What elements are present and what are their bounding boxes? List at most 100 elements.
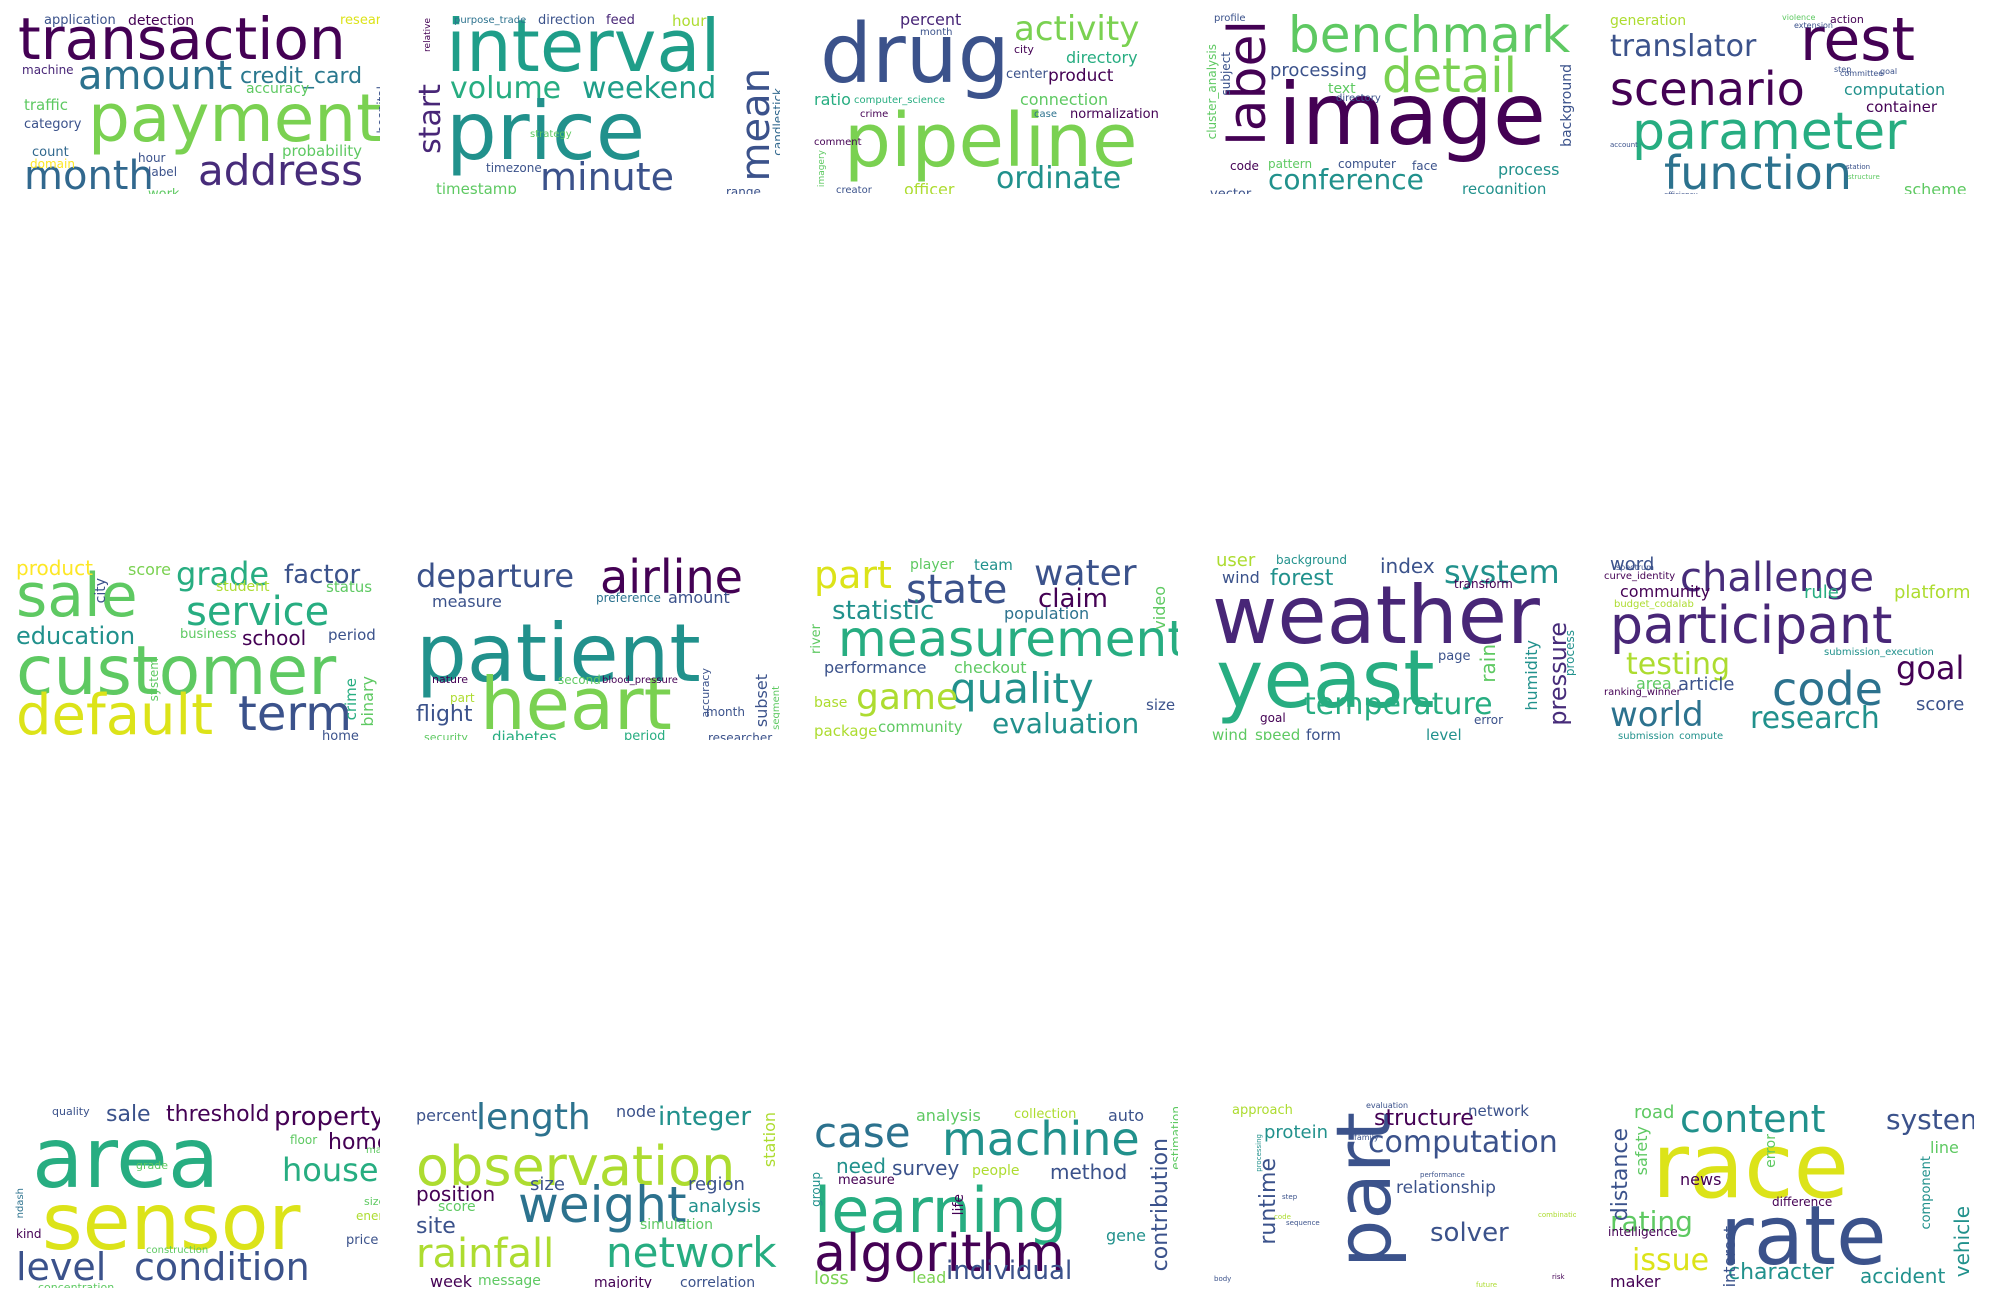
- cloud-word: length: [476, 1098, 591, 1138]
- cloud-word: goal: [1880, 67, 1898, 76]
- cloud-word: city: [93, 578, 109, 604]
- cloud-word: measure: [838, 1173, 895, 1188]
- cloud-word: departure: [416, 557, 575, 595]
- cloud-word: yeast: [1216, 633, 1435, 726]
- cloud-word: race: [1652, 1114, 1850, 1219]
- cloud-word: purpose_trade: [454, 15, 527, 26]
- cloud-word: platform: [1894, 582, 1971, 603]
- cloud-word: amount: [78, 53, 233, 99]
- cloud-word: probability: [282, 142, 363, 160]
- word-cloud-2: interval price volume weekend minute mean star…: [410, 4, 780, 194]
- cloud-word: area: [1636, 674, 1672, 693]
- cloud-word: network: [606, 1228, 777, 1277]
- word-cloud-9: weather yeast system temperature forest index…: [1206, 550, 1576, 741]
- cloud-word: diabetes: [492, 728, 557, 741]
- cloud-word: heart: [480, 662, 672, 740]
- cloud-word: process: [1498, 160, 1560, 179]
- cloud-word: population: [1004, 604, 1090, 623]
- cloud-word: scheme: [1904, 180, 1967, 195]
- cloud-word: level: [16, 1245, 107, 1288]
- cloud-word: sale: [106, 1102, 151, 1127]
- cloud-word: case: [1034, 109, 1057, 120]
- cloud-word: submission_execution: [1824, 647, 1934, 658]
- cloud-word: risk: [1552, 1273, 1565, 1281]
- cloud-word: vehicle: [1950, 1206, 1974, 1278]
- cloud-word: analysis: [688, 1196, 761, 1217]
- cloud-word: minute: [540, 155, 675, 194]
- cloud-word: station: [760, 1112, 779, 1168]
- cloud-word: count: [32, 145, 69, 160]
- cloud-word: credit_card: [240, 64, 363, 89]
- cloud-word: difference: [1772, 1195, 1833, 1209]
- cloud-word: simulation: [640, 1217, 713, 1233]
- cloud-word: curve_identity: [1604, 571, 1676, 582]
- cloud-word: observation: [416, 1135, 736, 1198]
- cloud-word: rule: [1804, 582, 1839, 603]
- cloud-word: security: [424, 731, 468, 740]
- cloud-word: customer: [16, 632, 337, 711]
- cloud-word: normalization: [1070, 107, 1159, 122]
- cloud-word: energy: [356, 1209, 380, 1223]
- cloud-word: content: [1680, 1098, 1826, 1141]
- cloud-word: maker: [1610, 1272, 1661, 1289]
- cloud-word: efficiency: [1664, 192, 1698, 195]
- cloud-word: term: [238, 686, 352, 740]
- cloud-word: participant: [1610, 596, 1893, 656]
- cloud-word: sale: [16, 561, 138, 631]
- cloud-word: officer: [904, 180, 955, 195]
- cloud-word: domain: [30, 157, 75, 171]
- cloud-word: amount: [668, 588, 730, 607]
- cloud-word: system: [147, 658, 161, 702]
- cloud-word: people: [972, 1163, 1020, 1179]
- cloud-word: crime: [342, 678, 360, 721]
- cloud-word: issue: [1632, 1243, 1710, 1278]
- cloud-word: text: [1328, 81, 1356, 97]
- cloud-word: user: [1216, 550, 1256, 571]
- cloud-word: accident: [1860, 1264, 1946, 1288]
- cloud-word: house: [282, 1151, 379, 1189]
- cloud-word: protein: [1264, 1122, 1328, 1143]
- cloud-word: family: [1354, 1133, 1379, 1142]
- cloud-word: generation: [1610, 13, 1687, 29]
- cloud-word: case: [814, 1108, 911, 1157]
- cloud-word: flight: [416, 702, 473, 727]
- cloud-word: score: [1916, 694, 1965, 715]
- cloud-word: quality: [52, 1105, 90, 1118]
- cloud-word: integer: [658, 1102, 752, 1132]
- cloud-word: education: [16, 622, 136, 650]
- cloud-word: percent: [416, 1106, 478, 1125]
- cloud-word: error: [1763, 1134, 1779, 1168]
- cloud-word: network: [1468, 1102, 1529, 1120]
- word-cloud-10: participant challenge code goal research worl…: [1604, 550, 1974, 741]
- cloud-word: code: [1772, 662, 1883, 716]
- cloud-word: sensor: [42, 1178, 301, 1268]
- cloud-word: testing: [1626, 647, 1731, 682]
- cloud-word: product: [16, 556, 93, 580]
- cloud-word: budget_codalab: [1614, 599, 1694, 610]
- cloud-word: service: [186, 589, 330, 635]
- cloud-word: background: [1276, 553, 1347, 567]
- cloud-word: detail: [1382, 48, 1517, 104]
- cloud-word: claim: [1038, 584, 1109, 614]
- cloud-word: size: [364, 1195, 380, 1208]
- cloud-word: score: [438, 1199, 476, 1215]
- word-cloud-14: part computation structure solver runtime rel…: [1206, 1098, 1576, 1289]
- cloud-word: application: [44, 13, 116, 28]
- cloud-word: contribution: [1148, 1138, 1173, 1272]
- cloud-word: article: [1678, 674, 1735, 695]
- cloud-word: water: [1034, 553, 1137, 594]
- cloud-word: body: [1214, 1275, 1232, 1283]
- cloud-word: profile: [1214, 13, 1246, 24]
- cloud-word: status: [326, 578, 373, 596]
- cloud-word: measure: [432, 592, 502, 611]
- cloud-word: player: [910, 557, 955, 573]
- cloud-word: parameter: [1632, 102, 1907, 162]
- cloud-word: label: [148, 165, 178, 179]
- cloud-word: level: [1426, 726, 1462, 741]
- cloud-word: solver: [1430, 1218, 1509, 1248]
- cloud-word: grade: [136, 1159, 168, 1172]
- cloud-word: site: [416, 1214, 456, 1239]
- cloud-word: future: [1476, 1281, 1498, 1289]
- cloud-word: message: [478, 1273, 541, 1288]
- cloud-word: community: [1620, 582, 1711, 601]
